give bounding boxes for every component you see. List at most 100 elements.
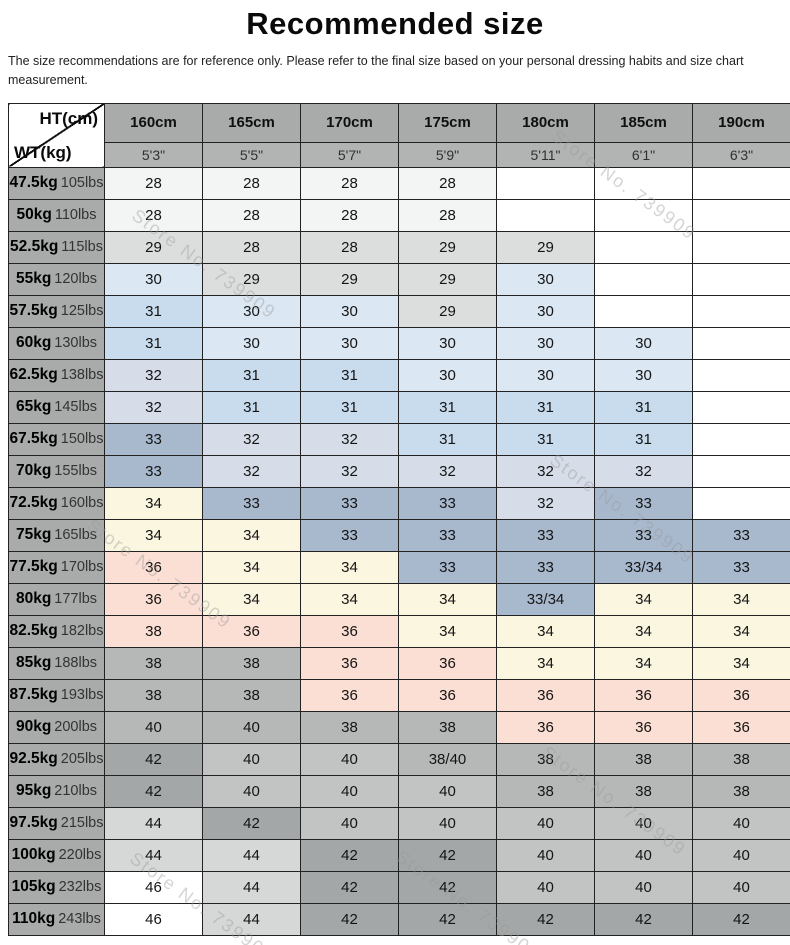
weight-kg-label: 67.5kg <box>9 430 58 448</box>
size-cell: 30 <box>594 358 693 392</box>
weight-cell: 90kg 200lbs <box>8 710 105 744</box>
size-cell: 40 <box>594 870 693 904</box>
weight-lbs-label: 193lbs <box>60 687 104 704</box>
size-cell: 33 <box>692 550 790 584</box>
table-row: 97.5kg 215lbs 44 42 40 40 40 40 40 <box>8 806 790 840</box>
size-cell: 32 <box>398 454 497 488</box>
size-cell: 30 <box>496 358 595 392</box>
weight-lbs-label: 105lbs <box>60 175 104 192</box>
size-cell: 34 <box>496 646 595 680</box>
size-cell: 38 <box>202 646 301 680</box>
weight-cell: 110kg 243lbs <box>8 902 105 936</box>
table-row: 95kg 210lbs 42 40 40 40 38 38 38 <box>8 774 790 808</box>
size-cell: 44 <box>104 838 203 872</box>
size-cell: 42 <box>398 838 497 872</box>
size-cell: 40 <box>496 806 595 840</box>
disclaimer-text: The size recommendations are for referen… <box>8 54 744 88</box>
weight-lbs-label: 125lbs <box>60 303 104 320</box>
table-row: 90kg 200lbs 40 40 38 38 36 36 36 <box>8 710 790 744</box>
size-cell: 36 <box>300 678 399 712</box>
size-cell: 32 <box>202 454 301 488</box>
size-cell: 40 <box>300 806 399 840</box>
size-cell: 31 <box>496 422 595 456</box>
size-cell: 33 <box>398 486 497 520</box>
size-cell: 28 <box>202 198 301 232</box>
size-cell: 36 <box>398 646 497 680</box>
size-cell: 36 <box>496 678 595 712</box>
size-cell: 42 <box>594 902 693 936</box>
height-ft-cell: 5'5" <box>202 141 301 168</box>
height-ft-cell: 6'3" <box>692 141 790 168</box>
weight-kg-label: 95kg <box>15 782 52 800</box>
size-cell: 38 <box>496 774 595 808</box>
size-cell: 42 <box>300 902 399 936</box>
weight-kg-label: 50kg <box>16 206 52 224</box>
weight-cell: 92.5kg 205lbs <box>8 742 105 776</box>
table-row: 85kg 188lbs 38 38 36 36 34 34 34 <box>8 646 790 680</box>
size-cell: 32 <box>594 454 693 488</box>
size-cell: 34 <box>692 646 790 680</box>
size-cell: 36 <box>104 550 203 584</box>
weight-cell: 47.5kg 105lbs <box>8 166 105 200</box>
weight-cell: 100kg 220lbs <box>8 838 105 872</box>
table-row: 67.5kg 150lbs 33 32 32 31 31 31 <box>8 422 790 456</box>
size-cell <box>496 166 595 200</box>
size-cell: 34 <box>398 614 497 648</box>
size-cell: 30 <box>202 326 301 360</box>
weight-lbs-label: 200lbs <box>54 719 98 736</box>
table-row: 70kg 155lbs 33 32 32 32 32 32 <box>8 454 790 488</box>
size-cell <box>692 198 790 232</box>
size-cell <box>692 166 790 200</box>
size-cell: 40 <box>202 774 301 808</box>
size-cell: 31 <box>398 390 497 424</box>
corner-cell: HT(cm) WT(kg) <box>8 102 105 168</box>
table-row: 105kg 232lbs 46 44 42 42 40 40 40 <box>8 870 790 904</box>
size-cell: 38 <box>594 742 693 776</box>
size-cell: 31 <box>104 294 203 328</box>
size-cell: 38 <box>594 774 693 808</box>
size-cell: 38 <box>300 710 399 744</box>
size-cell: 30 <box>202 294 301 328</box>
size-cell: 44 <box>202 870 301 904</box>
weight-kg-label: 62.5kg <box>9 366 58 384</box>
size-cell: 29 <box>496 230 595 264</box>
size-cell: 42 <box>104 774 203 808</box>
weight-cell: 70kg 155lbs <box>8 454 105 488</box>
table-row: 92.5kg 205lbs 42 40 40 38/40 38 38 38 <box>8 742 790 776</box>
size-cell <box>594 294 693 328</box>
size-cell: 31 <box>496 390 595 424</box>
size-cell: 38/40 <box>398 742 497 776</box>
size-cell: 36 <box>300 646 399 680</box>
size-cell: 30 <box>300 326 399 360</box>
table-row: 75kg 165lbs 34 34 33 33 33 33 33 <box>8 518 790 552</box>
size-cell: 29 <box>398 230 497 264</box>
size-cell: 31 <box>594 390 693 424</box>
weight-kg-label: 57.5kg <box>9 302 58 320</box>
size-cell: 40 <box>398 774 497 808</box>
size-cell <box>692 390 790 424</box>
size-cell: 31 <box>104 326 203 360</box>
size-cell <box>692 454 790 488</box>
size-cell: 28 <box>202 230 301 264</box>
height-cm-cell: 165cm <box>202 102 301 143</box>
weight-kg-label: 52.5kg <box>10 238 59 256</box>
size-cell: 32 <box>202 422 301 456</box>
size-cell: 46 <box>104 902 203 936</box>
weight-lbs-label: 188lbs <box>54 655 98 672</box>
size-cell <box>692 294 790 328</box>
size-cell: 28 <box>398 166 497 200</box>
weight-cell: 97.5kg 215lbs <box>8 806 105 840</box>
size-cell: 34 <box>104 518 203 552</box>
size-cell: 30 <box>104 262 203 296</box>
size-cell: 34 <box>300 582 399 616</box>
size-cell: 32 <box>300 422 399 456</box>
size-cell: 38 <box>692 742 790 776</box>
size-cell <box>692 422 790 456</box>
weight-lbs-label: 215lbs <box>60 815 104 832</box>
weight-cell: 65kg 145lbs <box>8 390 105 424</box>
size-cell: 42 <box>202 806 301 840</box>
weight-lbs-label: 138lbs <box>60 367 104 384</box>
size-cell: 42 <box>300 870 399 904</box>
weight-cell: 95kg 210lbs <box>8 774 105 808</box>
size-cell: 32 <box>300 454 399 488</box>
